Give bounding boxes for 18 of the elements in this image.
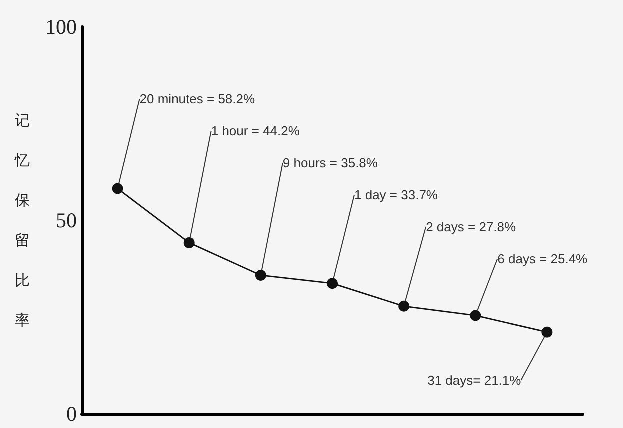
point [398,300,410,312]
data-label: 1 day = 33.7% [354,188,438,202]
point [542,326,553,338]
data-label: 6 days = 25.4% [498,252,588,266]
point [327,278,338,290]
point [470,310,482,322]
data-label: 2 days = 27.8% [426,220,516,234]
point [184,237,195,248]
y-tick-label: 100 [46,15,77,39]
point [255,270,266,281]
y-tick-label: 0 [66,402,77,426]
data-label: 9 hours = 35.8% [282,156,378,170]
data-label: 1 hour = 44.2% [211,124,300,138]
point [112,183,124,194]
data-label: 20 minutes = 58.2% [140,92,256,106]
text: 记忆保留比率 [15,112,30,330]
y-tick-label: 50 [56,208,77,232]
data-label: 31 days= 21.1% [428,372,522,388]
